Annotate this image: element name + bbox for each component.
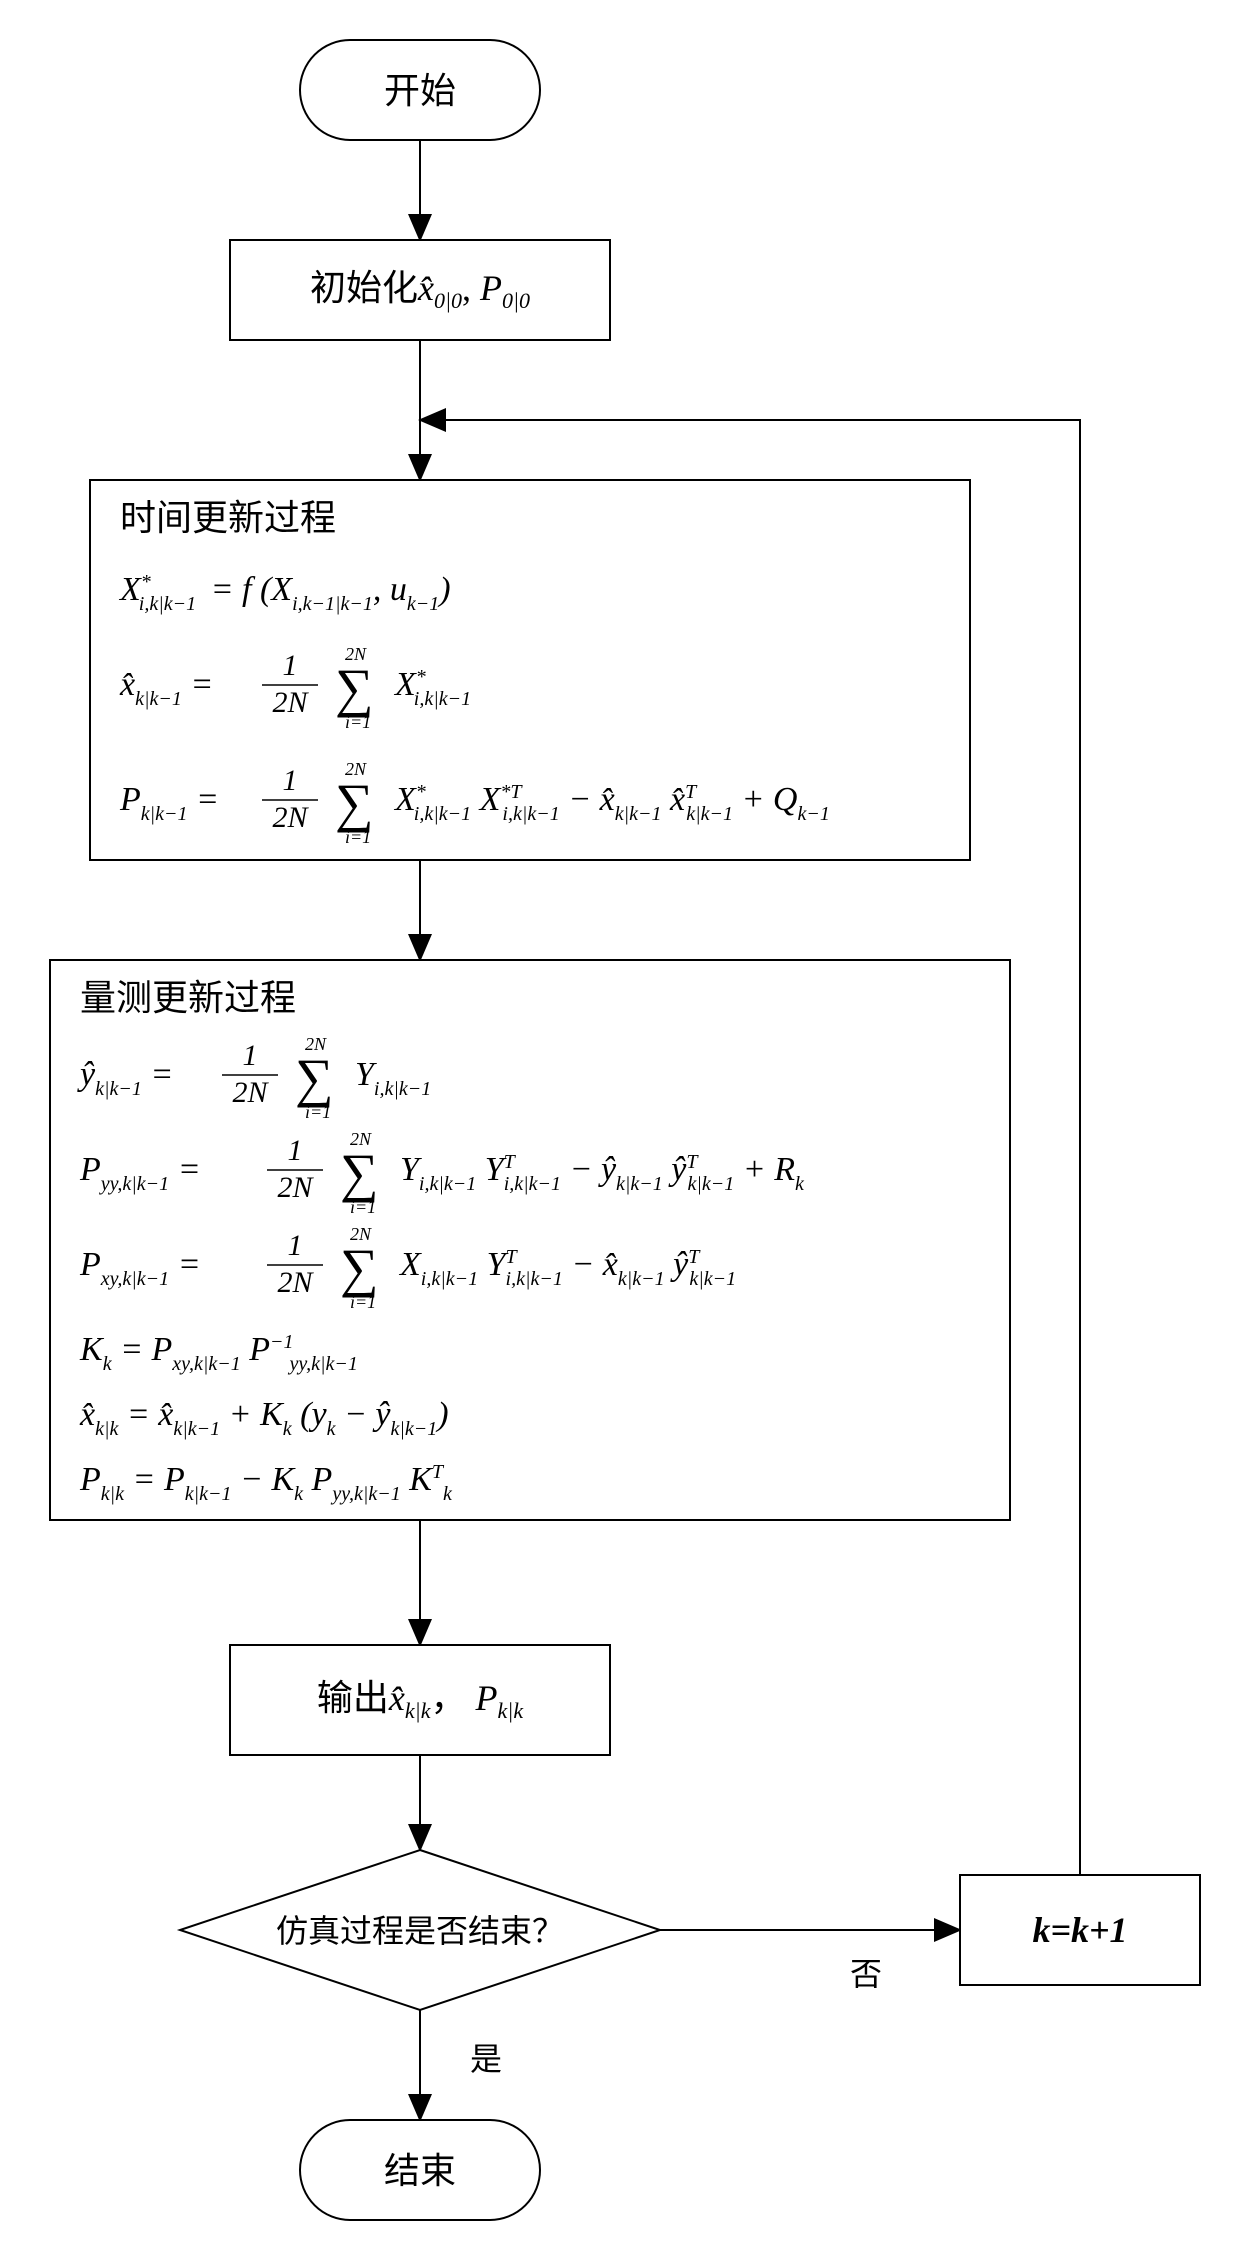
start-label: 开始 xyxy=(384,71,456,111)
svg-text:1: 1 xyxy=(283,649,298,682)
svg-text:2N: 2N xyxy=(272,686,309,719)
svg-text:1: 1 xyxy=(288,1229,303,1262)
svg-text:1: 1 xyxy=(288,1134,303,1167)
svg-text:2N: 2N xyxy=(272,801,309,834)
end-label: 结束 xyxy=(384,2151,456,2191)
svg-text:i=1: i=1 xyxy=(305,1102,331,1122)
svg-text:1: 1 xyxy=(243,1039,258,1072)
node-end: 结束 xyxy=(300,2120,540,2220)
svg-text:1: 1 xyxy=(283,764,298,797)
node-output: 输出x̂k|k， Pk|k xyxy=(230,1645,610,1755)
decision-label: 仿真过程是否结束？ xyxy=(276,1913,564,1949)
svg-text:∑: ∑ xyxy=(340,1238,379,1298)
svg-text:2N: 2N xyxy=(345,759,367,779)
node-time-update: 时间更新过程 X*i,k|k−1 = f (Xi,k−1|k−1, uk−1) … xyxy=(90,480,970,860)
svg-text:i=1: i=1 xyxy=(350,1197,376,1217)
svg-text:∑: ∑ xyxy=(340,1143,379,1203)
svg-text:i=1: i=1 xyxy=(345,827,371,847)
node-increment: k=k+1 xyxy=(960,1875,1200,1985)
svg-text:i=1: i=1 xyxy=(350,1292,376,1312)
node-init: 初始化x̂0|0, P0|0 xyxy=(230,240,610,340)
svg-text:2N: 2N xyxy=(277,1171,314,1204)
flowchart-svg: 是 否 开始 初始化x̂0|0, P0|0 时间更新过程 X*i,k|k−1 =… xyxy=(0,0,1240,2264)
svg-text:i=1: i=1 xyxy=(345,712,371,732)
edge-label-yes: 是 xyxy=(470,2041,502,2077)
node-meas-update: 量测更新过程 ŷk|k−1 = 1 2N ∑ 2N i=1 Yi,k|k−1 P… xyxy=(50,960,1010,1520)
node-decision: 仿真过程是否结束？ xyxy=(180,1850,660,2010)
svg-text:2N: 2N xyxy=(350,1224,372,1244)
edge-label-no: 否 xyxy=(850,1956,882,1992)
svg-text:2N: 2N xyxy=(350,1129,372,1149)
meas-update-heading: 量测更新过程 xyxy=(80,978,296,1018)
svg-text:∑: ∑ xyxy=(335,658,374,718)
svg-text:∑: ∑ xyxy=(295,1048,334,1108)
svg-text:2N: 2N xyxy=(277,1266,314,1299)
svg-text:2N: 2N xyxy=(305,1034,327,1054)
init-label: 初始化x̂0|0, P0|0 xyxy=(310,268,530,313)
svg-text:2N: 2N xyxy=(232,1076,269,1109)
time-update-heading: 时间更新过程 xyxy=(120,498,336,538)
svg-text:∑: ∑ xyxy=(335,773,374,833)
node-start: 开始 xyxy=(300,40,540,140)
increment-label: k=k+1 xyxy=(1032,1910,1127,1950)
svg-text:2N: 2N xyxy=(345,644,367,664)
